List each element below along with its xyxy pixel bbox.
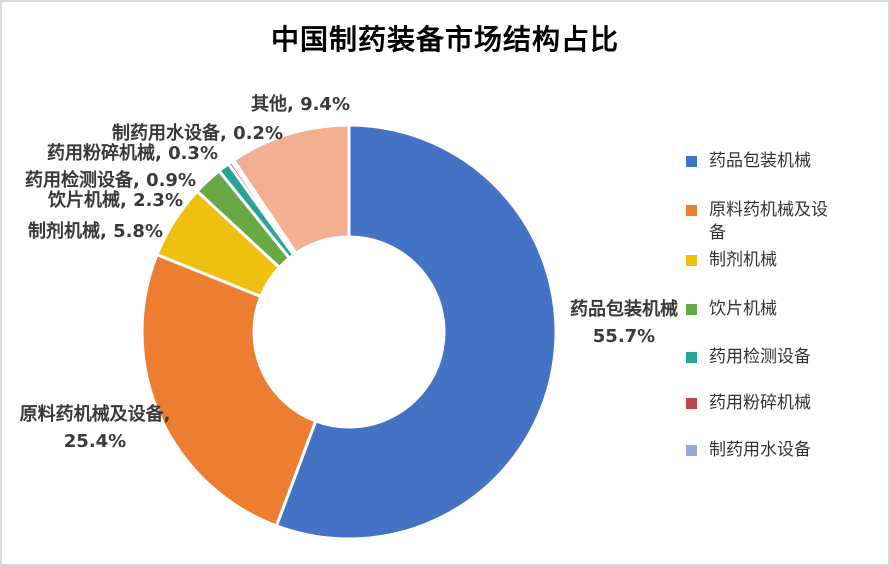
data-label-testing-equipment: 药用检测设备, 0.9% — [24, 170, 196, 191]
legend-swatch-icon — [686, 352, 697, 363]
legend-swatch-icon — [686, 304, 697, 315]
legend-item-crushing: 药用粉碎机械 — [686, 392, 841, 415]
data-label-others: 其他, 9.4% — [250, 94, 350, 115]
legend-item-raw-material: 原料药机械及设备 — [686, 199, 841, 245]
data-label-raw-material-machinery: 原料药机械及设备, 25.4% — [6, 401, 184, 455]
legend-swatch-icon — [686, 445, 697, 456]
chart-title: 中国制药装备市场结构占比 — [270, 23, 619, 56]
data-label-preparation-machinery: 制剂机械, 5.8% — [27, 221, 163, 242]
donut-slice-7 — [232, 123, 351, 255]
legend-item-preparation: 制剂机械 — [686, 249, 841, 272]
legend-item-label: 原料药机械及设备 — [709, 200, 828, 243]
legend-item-packaging: 药品包装机械 — [686, 150, 841, 173]
legend-item-label: 制药用水设备 — [709, 440, 811, 460]
legend-swatch-icon — [686, 398, 697, 409]
legend-item-decoction: 饮片机械 — [686, 298, 841, 321]
donut-slice-0 — [274, 123, 558, 541]
legend-item-label: 制剂机械 — [709, 250, 777, 270]
data-label-packaging-name: 药品包装机械 — [570, 299, 678, 320]
data-label-raw-material-name: 原料药机械及设备, — [19, 404, 171, 425]
data-label-water-equipment: 制药用水设备, 0.2% — [111, 123, 283, 144]
data-label-raw-material-value: 25.4% — [63, 431, 127, 452]
data-label-packaging-machinery: 药品包装机械 55.7% — [560, 296, 688, 350]
legend-swatch-icon — [686, 255, 697, 266]
legend-item-water: 制药用水设备 — [686, 439, 841, 462]
legend-item-label: 药用粉碎机械 — [709, 393, 811, 413]
data-label-decoction-machinery: 饮片机械, 2.3% — [47, 190, 183, 211]
data-label-packaging-value: 55.7% — [592, 326, 656, 347]
legend-item-label: 饮片机械 — [709, 299, 777, 319]
donut-slice-1 — [140, 253, 318, 528]
legend-item-label: 药品包装机械 — [709, 151, 811, 171]
legend-swatch-icon — [686, 156, 697, 167]
legend-swatch-icon — [686, 205, 697, 216]
data-label-crushing-machinery: 药用粉碎机械, 0.3% — [46, 143, 218, 164]
legend-item-label: 药用检测设备 — [709, 347, 811, 367]
legend-item-testing: 药用检测设备 — [686, 346, 841, 369]
